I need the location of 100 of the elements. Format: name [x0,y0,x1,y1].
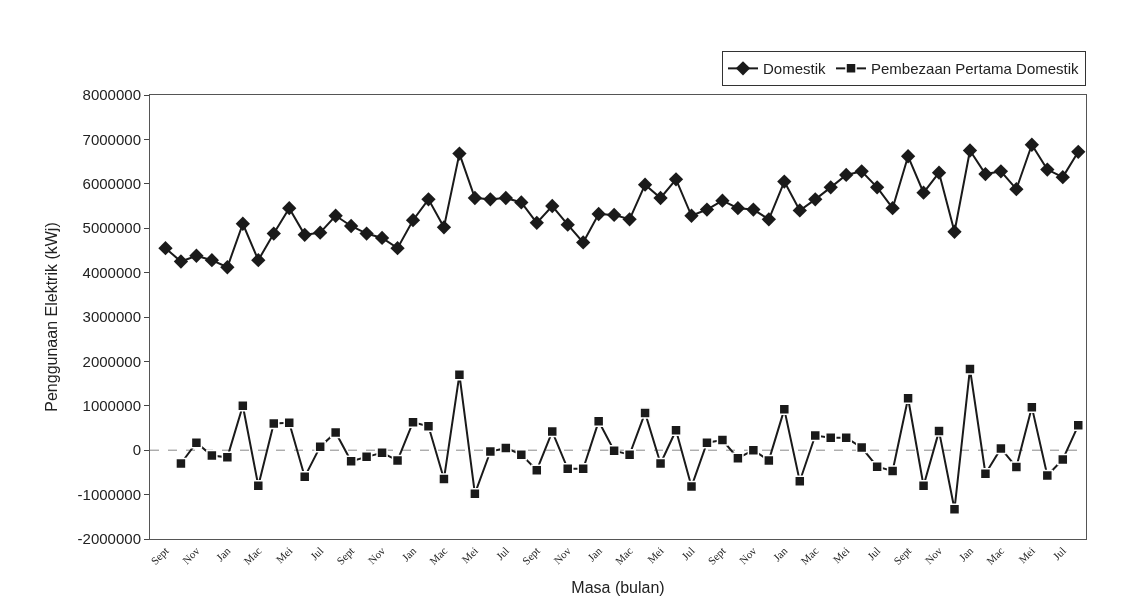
point [500,442,512,454]
y-tick-label: 4000000 [82,263,141,281]
point [684,208,699,223]
y-tick-label: 3000000 [82,308,141,326]
point [716,434,729,446]
point [251,253,266,268]
point [1057,453,1069,466]
x-tick-label: Nov [179,544,203,567]
point [993,164,1009,179]
x-tick-label: Sept [891,544,914,567]
y-tick-label: 8000000 [82,86,141,104]
point [421,192,436,207]
point [947,224,962,239]
x-tick-label: Mei [830,544,852,566]
legend-label: Domestik [763,60,827,78]
point [668,172,684,187]
x-tick-label: Mac [983,544,1007,567]
point [560,217,575,232]
point [189,248,204,263]
point [1055,169,1070,185]
point [1009,181,1024,197]
point [576,235,591,250]
point [438,473,450,485]
point [515,448,528,461]
point [591,206,606,222]
point [839,167,854,183]
y-tick-label: -2000000 [77,530,141,548]
x-tick-label: Mac [241,544,264,567]
y-tick-label: 2000000 [82,352,141,370]
point [374,230,390,246]
y-tick-label: -1000000 [77,485,141,503]
x-tick-label: Jul [307,544,326,563]
point [1040,162,1055,177]
y-tick-label: 7000000 [82,130,141,148]
point [808,192,823,207]
point [1024,137,1039,152]
point [622,212,637,227]
y-tick-label: 0 [132,441,141,459]
point [730,201,746,216]
point [869,180,885,195]
point [514,195,529,210]
y-tick-label: 1000000 [82,397,141,415]
x-tick-label: Sept [334,544,357,567]
x-tick-label: Nov [736,544,760,567]
point [529,215,544,231]
point [498,190,513,206]
x-tick-label: Jan [585,544,605,564]
x-tick-label: Jan [213,544,234,564]
x-tick-label: Mei [459,544,481,566]
point [699,202,715,217]
point [545,198,560,214]
point [266,226,281,241]
x-tick-label: Sept [148,544,171,567]
x-tick-label: Jan [770,544,790,564]
point [436,220,452,235]
point [732,452,744,464]
point [390,241,405,256]
x-tick-label: Mac [426,544,450,567]
point [933,425,945,437]
x-tick-label: Jul [679,544,697,563]
point [823,180,838,195]
x-tick-label: Mac [612,544,635,567]
point [237,400,249,412]
point [1071,144,1086,159]
point [885,201,900,216]
point [343,218,359,234]
point [792,203,807,218]
y-tick-label: 6000000 [82,175,141,193]
x-axis-title: Masa (bulan) [571,578,665,596]
point [978,166,993,182]
point [297,227,312,243]
point [855,441,868,454]
x-tick-label: Nov [922,544,945,567]
point [639,407,651,419]
x-tick-label: Mac [798,544,821,567]
y-tick-label: 5000000 [82,219,141,237]
x-tick-label: Mei [273,544,295,566]
x-tick-label: Jul [864,544,883,563]
point [916,185,931,200]
x-tick-label: Mei [644,544,666,566]
point [840,432,852,444]
x-tick-label: Jan [399,544,419,564]
point [777,174,792,189]
point [235,216,250,231]
point [313,225,328,240]
y-axis-title: Penggunaan Elektrik (kWj) [43,222,61,412]
point [405,213,421,228]
x-tick-label: Sept [705,544,728,567]
point [653,190,668,206]
point [282,201,297,216]
point [761,212,776,227]
legend-label: Pembezaan Pertama Domestik [871,60,1080,78]
point [467,190,483,206]
x-tick-label: Sept [519,544,543,567]
point [900,149,916,164]
point [606,207,622,223]
point [854,164,869,179]
point [173,254,189,269]
x-tick-label: Mei [1016,544,1038,566]
point [314,440,326,453]
